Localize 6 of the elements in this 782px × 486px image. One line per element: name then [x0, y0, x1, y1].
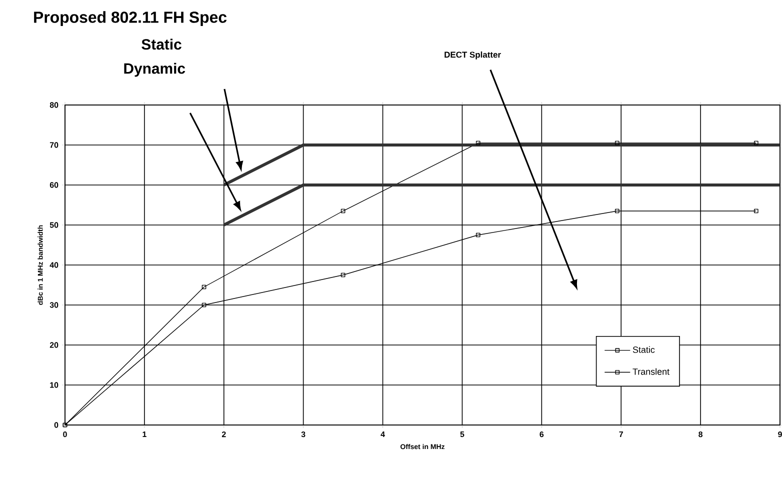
- text: Dynamic: [124, 62, 186, 77]
- legend-label: Translent: [632, 368, 670, 375]
- chart-title: Proposed 802.11 FH Spec: [34, 11, 227, 26]
- text: Static: [142, 38, 182, 50]
- legend-label: Static: [632, 346, 655, 353]
- text: DECT Splatter: [444, 51, 501, 60]
